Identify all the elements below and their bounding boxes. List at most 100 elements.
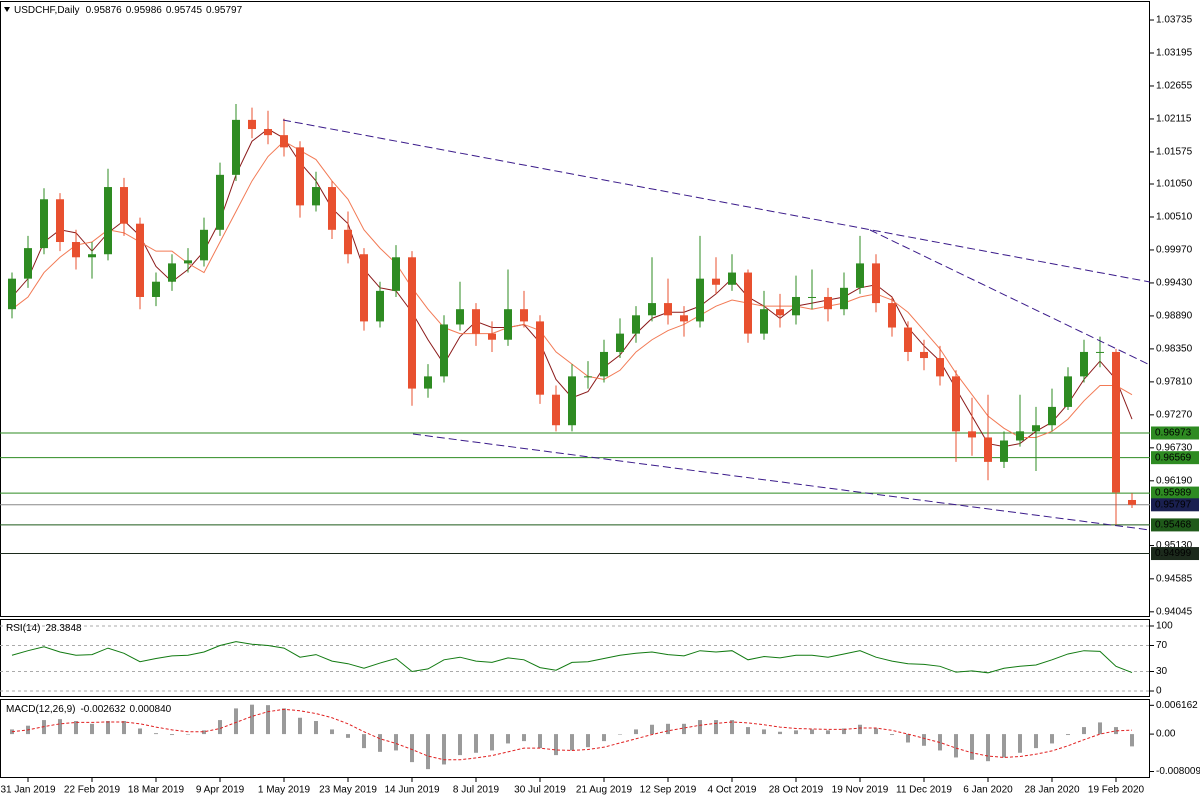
- y-tick-label: 0.94585: [1156, 573, 1193, 584]
- macd-bar: [682, 723, 686, 735]
- trend-line: [412, 433, 1151, 531]
- candle-body: [984, 437, 992, 462]
- trend-line: [282, 119, 1151, 283]
- macd-bar: [298, 717, 302, 735]
- macd-bar: [106, 721, 110, 735]
- y-tick-label: 0.97270: [1156, 409, 1193, 420]
- macd-bar: [170, 734, 174, 736]
- level-label-box: [1151, 518, 1199, 532]
- candle-body: [808, 296, 816, 298]
- macd-bar: [794, 730, 798, 735]
- candle-body: [88, 254, 96, 258]
- y-tick-label: 0.96190: [1156, 475, 1193, 486]
- candle-body: [440, 324, 448, 377]
- macd-bar: [58, 719, 62, 735]
- candle-body: [104, 187, 112, 255]
- x-tick-label: 9 Apr 2019: [196, 785, 245, 796]
- candle-body: [1016, 431, 1024, 441]
- level-label-box: [1151, 547, 1199, 561]
- y-tick-label: 0.96730: [1156, 442, 1193, 453]
- price-panel: [0, 1, 1150, 617]
- macd-bar: [970, 734, 974, 760]
- candle-body: [936, 358, 944, 377]
- macd-bar: [586, 734, 590, 748]
- macd-bar: [538, 734, 542, 749]
- candle-body: [248, 119, 256, 130]
- macd-bar: [858, 724, 862, 735]
- x-tick-label: 28 Jan 2020: [1024, 785, 1079, 796]
- macd-bar: [1098, 722, 1102, 735]
- macd-bar: [634, 729, 638, 735]
- candle-body: [504, 309, 512, 340]
- y-tick-label: 0.006162: [1156, 700, 1198, 711]
- macd-bar: [490, 734, 494, 751]
- candle-body: [376, 290, 384, 322]
- macd-bar: [74, 721, 78, 735]
- x-tick-label: 31 Jan 2019: [0, 785, 55, 796]
- candle-body: [8, 278, 16, 310]
- macd-bar: [250, 704, 254, 735]
- candle-body: [920, 351, 928, 359]
- macd-bar: [1066, 734, 1070, 736]
- macd-bar: [506, 734, 510, 744]
- macd-bar: [362, 734, 366, 749]
- candle-body: [888, 303, 896, 328]
- macd-bar: [282, 708, 286, 735]
- y-tick-label: 0: [1156, 686, 1162, 697]
- macd-last: -0.002632: [80, 704, 125, 715]
- candle-body: [312, 187, 320, 206]
- y-tick-label: 1.02115: [1156, 114, 1192, 125]
- macd-bar: [922, 734, 926, 746]
- candle-body: [424, 376, 432, 389]
- candle-body: [472, 309, 480, 334]
- level-label: 0.96569: [1155, 452, 1192, 463]
- candle-body: [296, 147, 304, 206]
- candle-body: [184, 260, 192, 264]
- macd-bar: [906, 734, 910, 743]
- y-tick-label: 0.98350: [1156, 344, 1193, 355]
- rsi-line: [11, 641, 1133, 674]
- macd-bar: [186, 734, 190, 735]
- price-header: USDCHF,Daily 0.95876 0.95986 0.95745 0.95797: [14, 5, 243, 16]
- menu-arrow[interactable]: [4, 7, 10, 12]
- candle-body: [1000, 440, 1008, 462]
- macd-bar: [1130, 734, 1134, 747]
- candle-body: [536, 321, 544, 395]
- candle-body: [1080, 351, 1088, 377]
- macd-bar: [218, 720, 222, 735]
- x-tick-label: 14 Jun 2019: [384, 785, 439, 796]
- candle-body: [840, 287, 848, 310]
- y-tick-label: 1.03735: [1156, 15, 1193, 26]
- macd-bar: [810, 729, 814, 735]
- macd-bar: [730, 720, 734, 735]
- header-open: 0.95876: [86, 5, 123, 16]
- candle-body: [216, 174, 224, 230]
- candle-body: [40, 199, 48, 249]
- y-tick-label: 0.95130: [1156, 540, 1193, 551]
- candle-body: [360, 254, 368, 322]
- candle-body: [616, 333, 624, 352]
- macd-bar: [330, 729, 334, 735]
- candle-body: [568, 376, 576, 426]
- rsi-header: RSI(14) 28.3848: [6, 623, 82, 634]
- macd-bar: [986, 734, 990, 762]
- macd-bar: [90, 723, 94, 735]
- candle-body: [696, 278, 704, 322]
- candle-body: [824, 296, 832, 310]
- macd-bar: [122, 721, 126, 735]
- macd-bar: [522, 734, 526, 742]
- candle-body: [904, 327, 912, 352]
- candle-body: [264, 129, 272, 136]
- level-label: 0.95468: [1155, 520, 1192, 531]
- macd-bar: [746, 727, 750, 735]
- candle-body: [952, 376, 960, 432]
- macd-bar: [202, 730, 206, 735]
- y-tick-label: 1.03195: [1156, 48, 1193, 59]
- x-tick-label: 8 Jul 2019: [453, 785, 500, 796]
- candle-body: [664, 303, 672, 316]
- y-tick-label: 1.01575: [1156, 147, 1193, 158]
- y-tick-label: 0.98890: [1156, 311, 1193, 322]
- macd-bar: [762, 729, 766, 735]
- candle-body: [1064, 376, 1072, 407]
- symbol: USDCHF,Daily: [14, 5, 80, 16]
